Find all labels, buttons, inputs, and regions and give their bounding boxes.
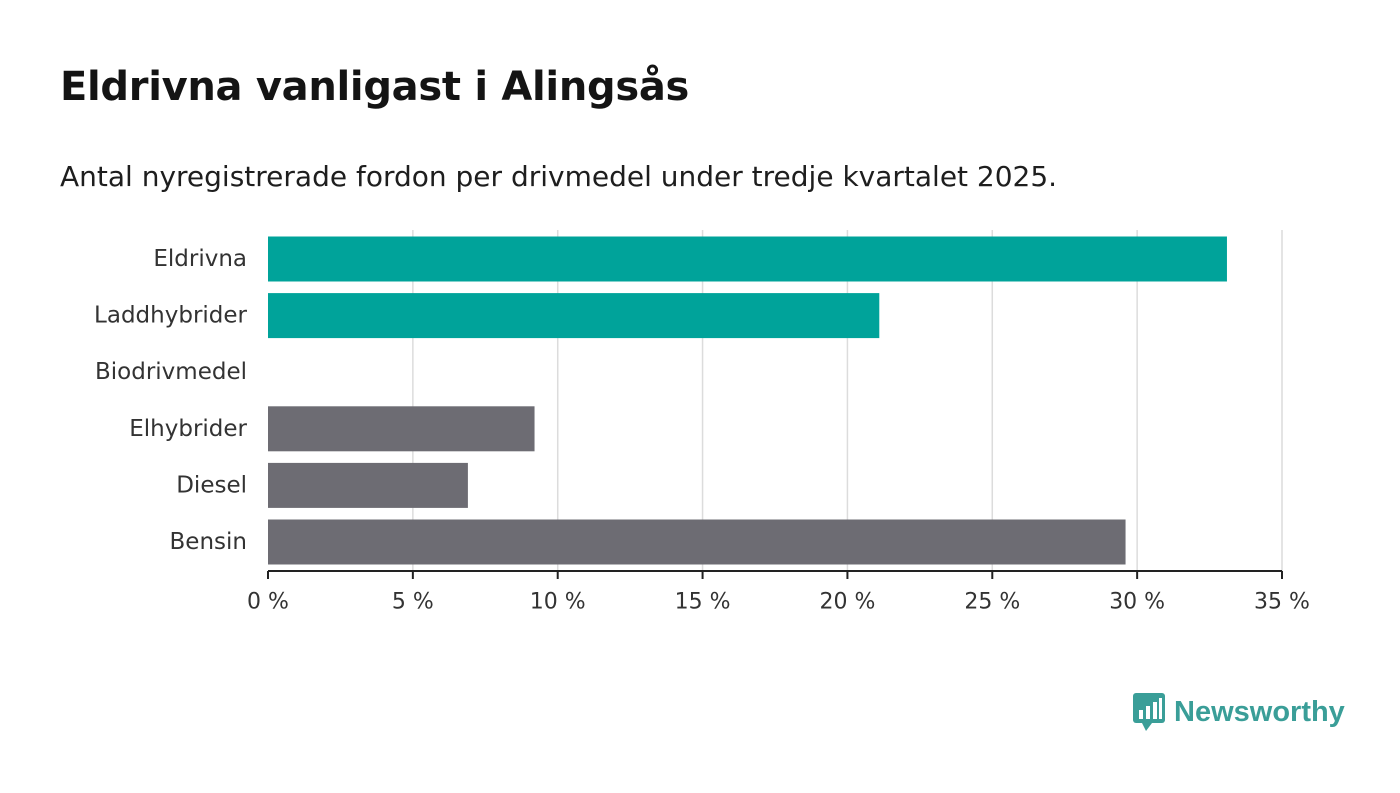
x-tick-label: 25 % [964, 590, 1020, 615]
bar-bensin [268, 519, 1126, 565]
x-tick-label: 30 % [1109, 590, 1165, 615]
x-tick-label: 10 % [530, 590, 586, 615]
category-label: Laddhybrider [94, 303, 247, 329]
bar-diesel [268, 462, 468, 508]
category-label: Elhybrider [129, 416, 247, 442]
category-label: Bensin [170, 529, 247, 555]
category-label: Eldrivna [153, 246, 247, 272]
grid-lines [412, 230, 1283, 571]
x-tick-label: 15 % [675, 590, 731, 615]
brand-name: Newsworthy [1174, 695, 1345, 728]
bars [268, 236, 1227, 565]
x-axis: 0 % 5 % 10 % 15 % 20 % 25 % 30 % 35 % [247, 570, 1310, 615]
chart-title: Eldrivna vanligast i Alingsås [60, 64, 690, 110]
bar-chart-speech-bubble-icon [1133, 693, 1165, 731]
x-tick-label: 20 % [819, 590, 875, 615]
x-tick-label: 5 % [392, 590, 434, 615]
newsworthy-logo: Newsworthy [1132, 692, 1345, 732]
category-labels: Eldrivna Laddhybrider Biodrivmedel Elhybrid… [94, 246, 247, 555]
chart-subtitle: Antal nyregistrerade fordon per drivmede… [60, 160, 1058, 193]
category-label: Diesel [176, 472, 247, 498]
bar-elhybrider [268, 406, 535, 452]
bar-laddhybrider [268, 293, 880, 339]
bar-eldrivna [268, 236, 1227, 282]
x-tick-label: 35 % [1254, 590, 1310, 615]
x-tick-label: 0 % [247, 590, 289, 615]
category-label: Biodrivmedel [95, 359, 247, 385]
